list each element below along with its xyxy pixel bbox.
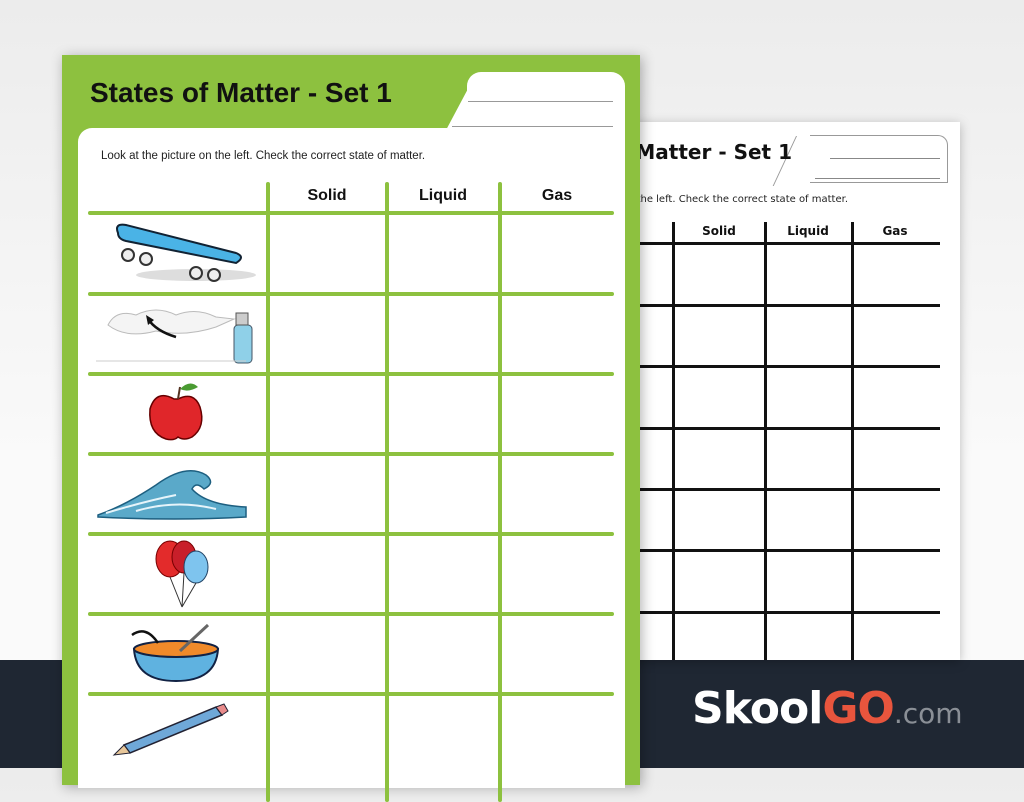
grid-line	[620, 242, 940, 245]
col-liquid: Liquid	[419, 187, 467, 204]
apple-icon	[149, 383, 203, 441]
name-line	[830, 158, 940, 159]
grid-line	[620, 549, 940, 552]
grid-line	[620, 611, 940, 614]
name-line	[468, 101, 613, 102]
pencil-icon	[112, 703, 229, 756]
worksheet-title: States of Matter - Set 1	[90, 77, 392, 108]
back-title: Matter - Set 1	[635, 140, 792, 164]
spray-bottle-icon	[96, 309, 253, 364]
grid-line	[88, 372, 614, 376]
name-tab	[810, 135, 948, 183]
grid-line	[851, 222, 854, 660]
col-gas: Gas	[882, 224, 908, 238]
col-liquid: Liquid	[787, 224, 829, 238]
grid-line	[88, 532, 614, 536]
grid-line	[620, 365, 940, 368]
col-solid: Solid	[702, 224, 736, 238]
skoolgo-logo: SkoolGO.com	[692, 683, 963, 734]
grid-line	[620, 304, 940, 307]
grid-line	[498, 182, 502, 802]
date-line	[452, 126, 613, 127]
grid-line	[88, 211, 614, 215]
date-line	[815, 178, 940, 179]
grid-line	[385, 182, 389, 802]
back-instructions: the left. Check the correct state of mat…	[636, 194, 848, 205]
grid-line	[764, 222, 767, 660]
instructions: Look at the picture on the left. Check t…	[101, 150, 426, 162]
grid-line	[620, 427, 940, 430]
grid-line	[88, 612, 614, 616]
soup-bowl-icon	[131, 623, 220, 683]
grid-line	[620, 488, 940, 491]
grid-line	[266, 182, 270, 802]
logo-skool: Skool	[692, 683, 823, 734]
grid-line	[88, 692, 614, 696]
front-worksheet: States of Matter - Set 1 Look at the pic…	[62, 55, 640, 802]
col-gas: Gas	[541, 187, 573, 204]
wave-icon	[97, 470, 247, 520]
logo-com: .com	[893, 697, 963, 730]
logo-go: GO	[822, 683, 895, 734]
name-tab	[467, 72, 625, 132]
col-solid: Solid	[307, 187, 347, 204]
grid-line	[672, 222, 675, 660]
balloons-icon	[155, 540, 209, 608]
grid-line	[88, 292, 614, 296]
grid-line	[88, 452, 614, 456]
skateboard-icon	[116, 223, 256, 282]
